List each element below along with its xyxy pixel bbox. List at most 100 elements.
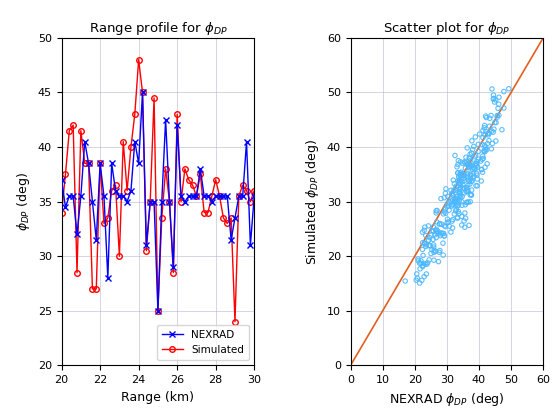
- NEXRAD: [120, 194, 127, 199]
- Point: [422, 241, 431, 248]
- Point: [454, 202, 463, 209]
- NEXRAD: [155, 308, 161, 313]
- Point: [438, 252, 447, 258]
- Point: [432, 210, 441, 216]
- Simulated: [251, 188, 258, 193]
- Point: [473, 176, 482, 182]
- Point: [463, 200, 472, 206]
- Point: [465, 155, 474, 161]
- Point: [487, 128, 496, 134]
- Point: [435, 220, 444, 227]
- Point: [497, 126, 506, 133]
- Point: [478, 127, 487, 134]
- Point: [454, 158, 463, 164]
- Point: [457, 222, 466, 228]
- Point: [470, 165, 479, 172]
- Point: [480, 124, 489, 131]
- Point: [429, 228, 438, 234]
- X-axis label: Range (km): Range (km): [122, 391, 194, 404]
- Point: [468, 177, 477, 184]
- Point: [433, 207, 442, 214]
- Point: [412, 270, 421, 277]
- Point: [455, 186, 464, 193]
- Point: [469, 174, 478, 181]
- Point: [438, 240, 447, 247]
- Point: [480, 148, 489, 155]
- Point: [466, 198, 475, 205]
- Point: [466, 157, 475, 164]
- Point: [459, 171, 468, 177]
- Point: [444, 218, 453, 225]
- Point: [418, 239, 427, 246]
- Point: [432, 229, 441, 236]
- Point: [471, 134, 480, 140]
- Point: [482, 146, 491, 153]
- Point: [444, 193, 452, 200]
- NEXRAD: [116, 194, 123, 199]
- Point: [447, 218, 456, 224]
- Point: [489, 126, 498, 132]
- Point: [493, 112, 502, 119]
- Point: [455, 197, 464, 204]
- Point: [482, 114, 491, 121]
- Point: [463, 186, 472, 193]
- Point: [427, 232, 436, 239]
- Point: [487, 145, 496, 152]
- Point: [465, 151, 474, 158]
- Y-axis label: $\phi_{DP}$ (deg): $\phi_{DP}$ (deg): [15, 172, 32, 231]
- Point: [478, 169, 487, 176]
- Point: [451, 207, 460, 214]
- Point: [491, 97, 500, 103]
- Point: [459, 181, 468, 188]
- Point: [453, 214, 462, 220]
- Point: [473, 164, 482, 171]
- Point: [451, 202, 460, 208]
- Point: [418, 263, 427, 270]
- Point: [441, 210, 450, 217]
- Point: [455, 192, 464, 199]
- Point: [454, 161, 463, 168]
- Point: [418, 246, 427, 253]
- Point: [445, 207, 454, 213]
- Point: [464, 199, 473, 205]
- Point: [450, 198, 459, 205]
- Point: [478, 134, 487, 141]
- Point: [470, 153, 479, 160]
- Point: [466, 192, 475, 198]
- Point: [467, 150, 476, 156]
- Point: [455, 176, 464, 183]
- Point: [425, 234, 434, 241]
- Point: [443, 216, 452, 223]
- Point: [464, 173, 473, 180]
- Point: [472, 170, 481, 177]
- Point: [421, 240, 430, 247]
- Point: [441, 206, 450, 213]
- Point: [494, 112, 503, 119]
- Point: [466, 176, 475, 182]
- Point: [416, 265, 424, 272]
- Simulated: [136, 57, 142, 62]
- Point: [422, 270, 431, 277]
- Point: [483, 140, 492, 147]
- Point: [461, 154, 470, 160]
- Point: [441, 190, 450, 197]
- Point: [481, 146, 490, 152]
- Point: [471, 166, 480, 173]
- Point: [449, 192, 458, 199]
- Point: [437, 221, 446, 228]
- Point: [462, 160, 471, 166]
- Point: [448, 197, 457, 204]
- Point: [424, 257, 433, 263]
- Point: [485, 130, 494, 136]
- Point: [459, 185, 468, 192]
- Point: [483, 160, 492, 167]
- Point: [505, 85, 514, 92]
- Point: [491, 138, 500, 144]
- Point: [465, 181, 474, 187]
- Point: [451, 186, 460, 192]
- Legend: NEXRAD, Simulated: NEXRAD, Simulated: [157, 325, 249, 360]
- Point: [460, 177, 469, 184]
- Point: [453, 215, 462, 222]
- Point: [474, 141, 483, 148]
- Point: [454, 208, 463, 215]
